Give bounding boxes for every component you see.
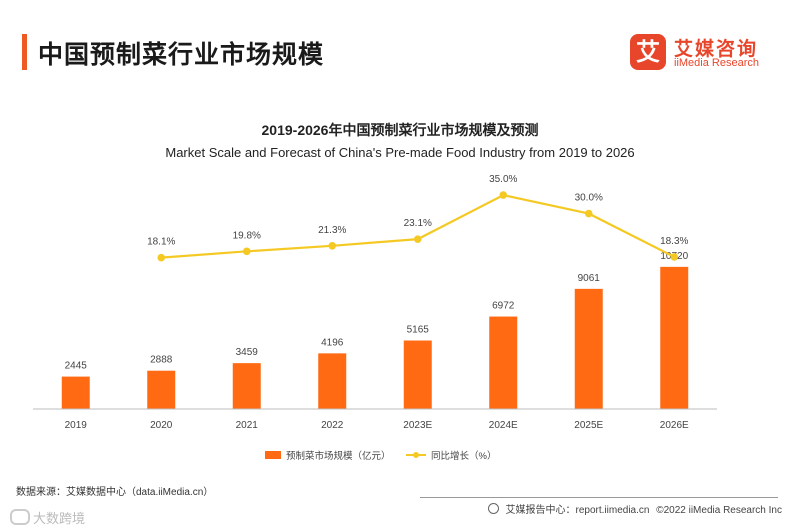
watermark: 大数跨境 (10, 508, 85, 527)
footer-credits: 艾媒报告中心：report.iimedia.cn ©2022 iiMedia R… (487, 501, 782, 516)
chart-title: 2019-2026年中国预制菜行业市场规模及预测 (261, 122, 539, 138)
growth-value-label: 18.3% (660, 236, 688, 247)
growth-value-label: 35.0% (489, 174, 517, 185)
growth-point (328, 241, 337, 250)
growth-point (584, 209, 593, 218)
growth-point (157, 253, 166, 262)
growth-value-label: 18.1% (147, 237, 175, 248)
legend-line-marker (413, 452, 419, 458)
copyright: ©2022 iiMedia Research Inc (656, 505, 782, 516)
logo-mark-icon: 艾 (630, 34, 666, 70)
bar (489, 316, 518, 409)
chart-subtitle: Market Scale and Forecast of China's Pre… (165, 145, 635, 160)
bar (660, 266, 689, 409)
growth-point (242, 247, 251, 256)
bar-value-label: 6972 (492, 301, 515, 312)
growth-value-label: 30.0% (575, 193, 603, 204)
growth-value-label: 23.1% (404, 218, 432, 229)
bar (147, 370, 176, 409)
x-tick-label: 2024E (489, 420, 518, 431)
page-title: 中国预制菜行业市场规模 (38, 41, 325, 69)
bar-value-label: 5165 (407, 325, 430, 336)
legend-bar-swatch (265, 451, 281, 459)
x-tick-label: 2025E (574, 420, 603, 431)
legend-line-label: 同比增长（%） (431, 450, 496, 462)
legend-bar-label: 预制菜市场规模（亿元） (286, 450, 391, 462)
watermark-text: 大数跨境 (33, 511, 86, 526)
x-tick-label: 2020 (150, 420, 173, 431)
bar-value-label: 3459 (236, 347, 259, 358)
bar (574, 288, 603, 409)
bar-value-label: 2888 (150, 355, 173, 366)
data-source: 数据来源：艾媒数据中心（data.iiMedia.cn） (16, 487, 214, 498)
growth-point (670, 253, 679, 261)
bar (403, 340, 432, 409)
watermark-logo-icon (10, 509, 30, 525)
brand-logo: 艾 艾媒咨询 iiMedia Research (630, 34, 790, 74)
bar (61, 376, 90, 409)
footer-divider (420, 497, 778, 498)
x-tick-label: 2023E (403, 420, 432, 431)
title-accent-bar (22, 34, 27, 70)
bar (232, 363, 261, 409)
growth-value-label: 19.8% (233, 230, 261, 241)
report-site: 艾媒报告中心：report.iimedia.cn (505, 505, 650, 516)
x-tick-label: 2026E (660, 420, 689, 431)
x-tick-label: 2022 (321, 420, 344, 431)
growth-value-label: 21.3% (318, 225, 346, 236)
growth-point (413, 235, 422, 243)
logo-name-en: iiMedia Research (674, 57, 759, 69)
bar-value-label: 2445 (65, 361, 88, 372)
bar-value-label: 4196 (321, 337, 344, 348)
growth-point (499, 191, 508, 199)
bar-value-label: 9061 (578, 273, 601, 284)
globe-icon (487, 503, 499, 514)
x-tick-label: 2019 (65, 420, 88, 431)
bar (318, 353, 347, 409)
logo-name-cn: 艾媒咨询 (674, 39, 759, 60)
x-tick-label: 2021 (236, 420, 259, 431)
